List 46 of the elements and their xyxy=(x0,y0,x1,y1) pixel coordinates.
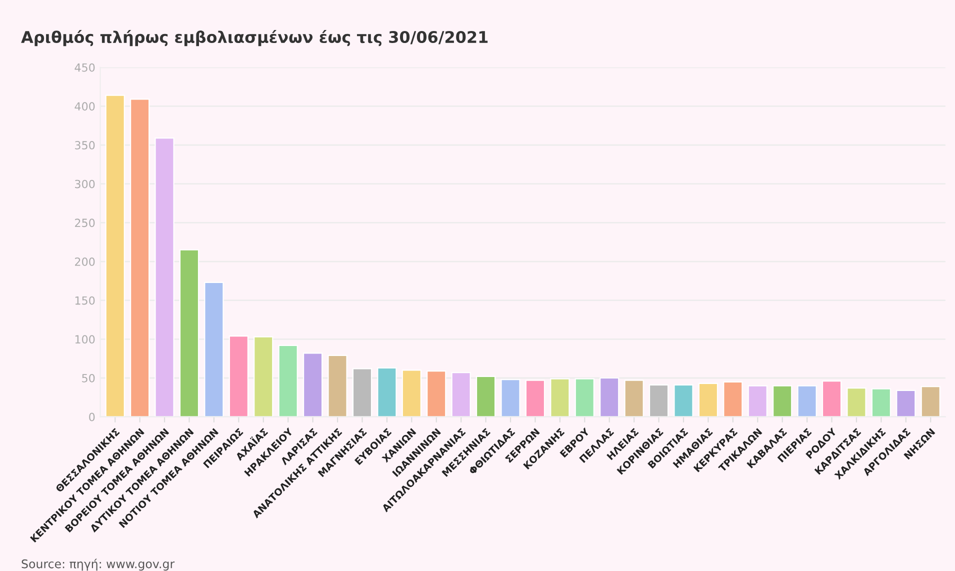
bar xyxy=(896,390,916,417)
source-note: Source: πηγή: www.gov.gr xyxy=(22,558,175,571)
bar xyxy=(228,336,248,417)
bar xyxy=(797,385,817,417)
bar xyxy=(426,370,446,417)
y-tick-label: 150 xyxy=(75,296,95,305)
bar xyxy=(204,282,224,417)
y-tick-label: 400 xyxy=(74,102,95,111)
bar xyxy=(822,380,842,417)
y-tick-label: 100 xyxy=(75,335,95,344)
y-tick-label: 350 xyxy=(75,141,95,150)
bar xyxy=(154,137,174,417)
bar xyxy=(550,378,570,417)
y-tick-label: 250 xyxy=(75,218,95,228)
chart-title: Αριθμός πλήρως εμβολιασμένων έως τις 30/06/2021 xyxy=(21,30,488,46)
bar xyxy=(920,386,940,417)
bar xyxy=(451,372,471,417)
bar xyxy=(748,385,768,417)
y-tick-label: 0 xyxy=(89,412,95,422)
bar xyxy=(772,385,792,417)
bar xyxy=(402,370,422,417)
bar xyxy=(377,367,397,417)
bar xyxy=(648,384,669,417)
bar xyxy=(723,381,743,417)
bar xyxy=(525,380,546,417)
bar xyxy=(574,378,594,417)
bar xyxy=(674,384,694,417)
bar xyxy=(302,352,323,417)
y-tick-label: 300 xyxy=(75,180,95,188)
y-tick-label: 450 xyxy=(74,63,95,72)
bar xyxy=(624,380,644,417)
bar xyxy=(179,249,200,417)
bar xyxy=(698,382,718,417)
bar xyxy=(254,336,274,417)
y-tick-label: 50 xyxy=(82,374,95,382)
bar xyxy=(352,368,372,417)
bar xyxy=(500,379,520,417)
bar xyxy=(105,94,125,417)
bar xyxy=(130,98,150,417)
bar xyxy=(328,354,348,417)
y-tick-label: 200 xyxy=(75,257,95,266)
bar xyxy=(846,388,866,417)
bar xyxy=(871,388,892,417)
bar xyxy=(476,376,496,417)
bar xyxy=(278,344,298,417)
bar xyxy=(600,377,620,417)
